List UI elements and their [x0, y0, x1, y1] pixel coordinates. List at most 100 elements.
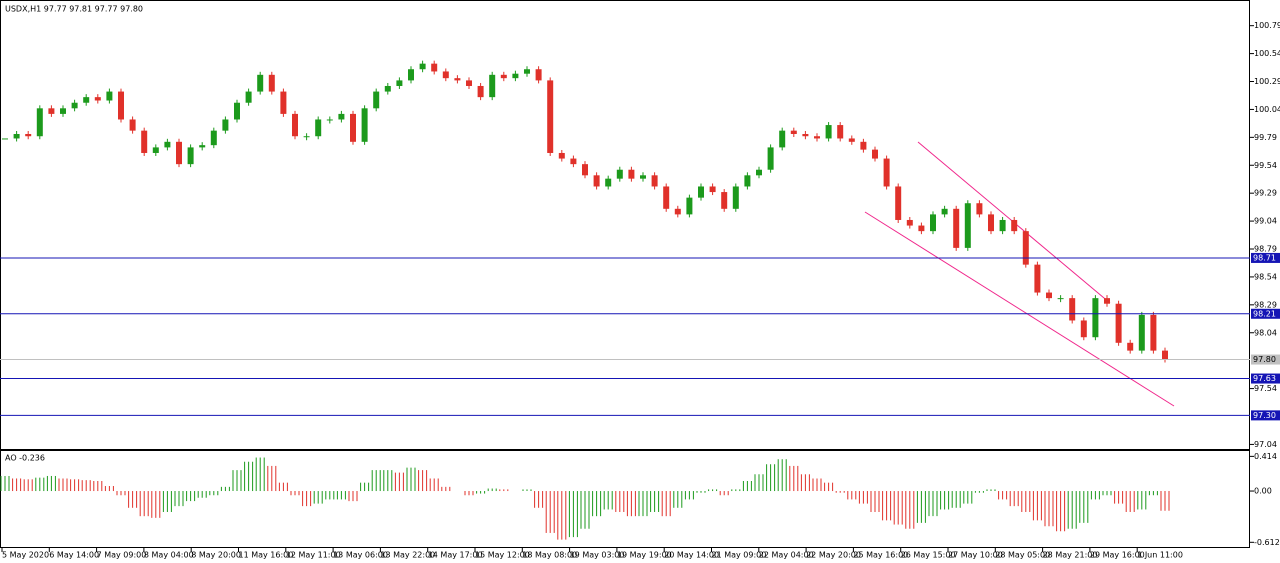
channel-line [864, 211, 1175, 407]
candle [674, 208, 681, 215]
candle [721, 192, 728, 209]
candle [477, 85, 484, 98]
x-tick-label: 8 May 04:00 [144, 551, 194, 560]
candle [558, 152, 565, 159]
candle [1046, 292, 1052, 299]
candle [315, 119, 322, 137]
candle [964, 203, 971, 248]
candle [825, 125, 832, 139]
candle [234, 102, 240, 120]
candle [1162, 350, 1168, 360]
y-tick-label: 97.54 [1254, 384, 1277, 393]
x-tick-label: 22 May 04:00 [759, 551, 814, 560]
candle [141, 130, 148, 153]
level-line-box [1251, 410, 1280, 421]
candle [292, 113, 298, 137]
candle [83, 97, 90, 103]
candle [1092, 298, 1099, 338]
candle [999, 219, 1006, 232]
candle [790, 130, 797, 134]
x-tick-label: 25 May 16:00 [853, 551, 908, 560]
x-tick-label: 19 May 03:00 [570, 551, 625, 560]
ao-tick-label: 0.00 [1254, 487, 1272, 496]
candle [106, 91, 113, 101]
candle [338, 113, 345, 120]
candle [1069, 298, 1076, 321]
candle [361, 108, 368, 142]
candle [373, 91, 380, 109]
y-tick-label: 99.79 [1254, 133, 1277, 142]
candle [512, 73, 519, 79]
candle [36, 108, 43, 137]
candle [326, 119, 333, 121]
candle [129, 119, 136, 131]
price-panel [0, 0, 1250, 450]
candle [988, 214, 994, 232]
x-tick-label: 28 May 05:00 [995, 551, 1050, 560]
candle [1022, 231, 1029, 265]
y-tick-label: 99.54 [1254, 161, 1277, 170]
candle [176, 141, 182, 165]
candle [941, 208, 948, 215]
candle [906, 219, 913, 226]
candle [1138, 314, 1145, 351]
candle [547, 80, 554, 153]
candle [582, 164, 588, 176]
candle [814, 136, 820, 139]
x-tick-label: 13 May 22:00 [380, 551, 435, 560]
y-tick-label: 100.04 [1254, 105, 1280, 114]
level-line-box [1251, 373, 1280, 384]
x-tick-label: 29 May 16:00 [1090, 551, 1145, 560]
candle [837, 125, 844, 139]
candle [71, 102, 78, 109]
candle [60, 108, 66, 114]
candle [245, 91, 252, 103]
candle [1150, 314, 1157, 351]
candle [13, 133, 20, 139]
ao-panel [0, 450, 1250, 548]
candle [883, 158, 890, 187]
candle [164, 141, 171, 148]
x-tick-label: 15 May 12:00 [475, 551, 530, 560]
candle [651, 175, 658, 187]
y-tick-label: 98.29 [1254, 300, 1277, 309]
level-line-box [1251, 308, 1280, 319]
candle [396, 80, 403, 86]
y-tick-label: 100.54 [1254, 49, 1280, 58]
level-line-label: 97.30 [1253, 411, 1276, 420]
candle [268, 74, 275, 92]
y-tick-label: 98.04 [1254, 328, 1277, 337]
x-tick-label: 28 May 21:00 [1043, 551, 1098, 560]
level-line-box [1251, 252, 1280, 263]
candle [1034, 264, 1041, 293]
y-tick-label: 100.79 [1254, 21, 1280, 30]
candle [802, 133, 809, 137]
candle [779, 130, 786, 148]
candle [384, 85, 391, 92]
candle [466, 80, 472, 86]
candle [94, 97, 101, 101]
y-tick-label: 98.79 [1254, 245, 1277, 254]
candle [918, 225, 925, 232]
candle [698, 186, 704, 198]
candle [953, 208, 960, 248]
ao-tick-label: -0.612 [1254, 538, 1280, 547]
candle [1127, 342, 1134, 351]
candle [570, 158, 577, 165]
candle [408, 69, 414, 81]
candle [1080, 320, 1087, 338]
candle [663, 186, 670, 209]
candle [1057, 298, 1064, 300]
y-tick-label: 99.29 [1254, 189, 1277, 198]
candle [199, 145, 206, 148]
candle [686, 197, 693, 215]
price-line-box [1251, 354, 1280, 365]
candle [419, 63, 426, 70]
candle [25, 133, 32, 137]
candle [767, 147, 774, 170]
candle [500, 74, 507, 79]
x-tick-label: 14 May 17:00 [428, 551, 483, 560]
candle [187, 147, 194, 165]
x-tick-label: 12 May 11:00 [286, 551, 341, 560]
